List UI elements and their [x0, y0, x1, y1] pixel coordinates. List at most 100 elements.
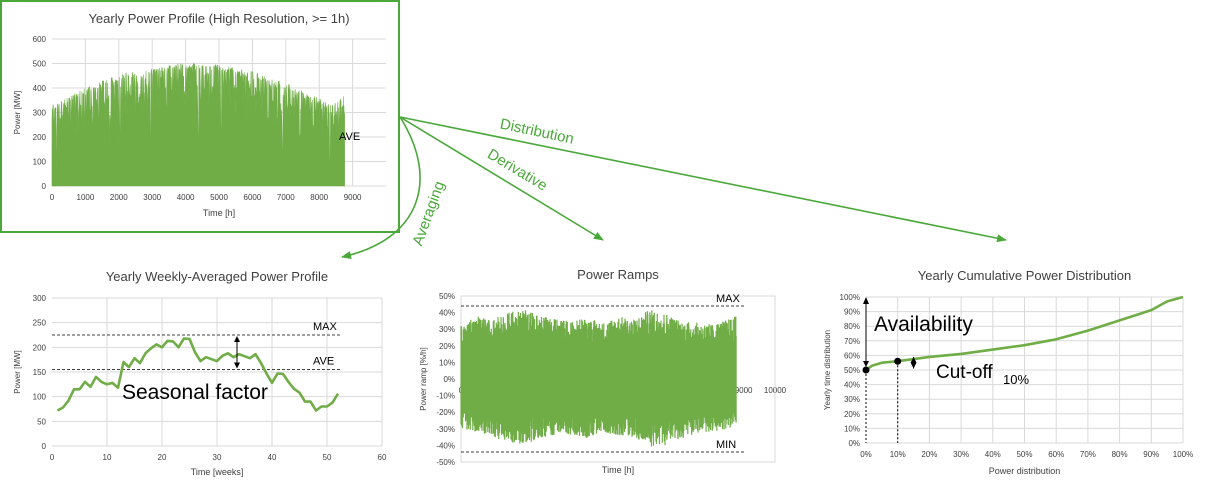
availability-marker [862, 366, 870, 374]
chart-title: Yearly Weekly-Averaged Power Profile [106, 269, 328, 284]
y-tick-label: 100 [33, 393, 47, 402]
x-axis-label: Power distribution [989, 466, 1061, 476]
x-tick-label: 70% [1080, 450, 1096, 459]
ramp-series [460, 310, 737, 447]
x-tick-label: 9000 [344, 193, 362, 202]
chart-weekly-averaged-profile: Yearly Weekly-Averaged Power Profile 0 50 1… [13, 269, 387, 477]
x-tick-label: 9000 [735, 386, 753, 395]
x-tick-label: 1000 [77, 193, 95, 202]
x-tick-label: 30% [953, 450, 969, 459]
y-tick-label: 300 [33, 109, 47, 118]
y-tick-label: 60% [844, 351, 860, 360]
y-tick-label: 90% [844, 308, 860, 317]
x-tick-label: 60% [1048, 450, 1064, 459]
y-tick-label: 250 [33, 319, 47, 328]
label-ave: AVE [313, 356, 334, 368]
availability-arrow-head-down [863, 361, 869, 367]
x-tick-label: 90% [1143, 450, 1159, 459]
x-tick-label: 5000 [210, 193, 228, 202]
label-cutoff: Cut-off [936, 362, 993, 383]
x-axis-label: Time [weeks] [191, 467, 244, 477]
x-axis-label: Time [h] [602, 465, 634, 475]
x-tick-label: 80% [1112, 450, 1128, 459]
cumulative-series-line [865, 295, 1184, 372]
y-axis-label: Power [MW] [13, 350, 22, 394]
y-tick-label: 300 [33, 294, 47, 303]
y-tick-label: 0 [42, 442, 47, 451]
chart-title: Yearly Cumulative Power Distribution [918, 268, 1131, 283]
y-tick-label: 10% [844, 424, 860, 433]
y-tick-label: 150 [33, 368, 47, 377]
chart-yearly-power-profile: Yearly Power Profile (High Resolution, >… [13, 11, 386, 218]
x-tick-label: 40% [985, 450, 1001, 459]
connector-arrows: Distribution Derivative Averaging [341, 115, 1007, 259]
availability-arrow-head-up [863, 297, 869, 304]
y-tick-label: 100 [33, 158, 47, 167]
weekly-series-line [56, 337, 340, 412]
x-tick-label: 6000 [244, 193, 262, 202]
x-tick-label: 20 [158, 453, 167, 462]
y-tick-label: 30% [844, 395, 860, 404]
chart-title: Yearly Power Profile (High Resolution, >… [88, 11, 349, 26]
seasonal-arrow-head-up [234, 336, 240, 342]
y-tick-label: 0% [848, 439, 860, 448]
y-tick-label: 0% [443, 375, 455, 384]
label-max: MAX [716, 293, 741, 305]
x-tick-label: 0% [860, 450, 872, 459]
y-tick-label: 50 [37, 417, 46, 426]
x-tick-label: 10 [103, 453, 112, 462]
y-tick-label: 0 [42, 182, 47, 191]
x-tick-label: 50 [323, 453, 332, 462]
cutoff-marker [894, 357, 902, 365]
seasonal-arrow-head-down [234, 362, 240, 369]
arrow-derivative [399, 116, 604, 241]
chart-power-ramps: Power Ramps -50% -40% -30% -20% -10% 0% 10% 20% 3… [419, 267, 787, 475]
x-axis-label: Time [h] [203, 208, 235, 218]
y-tick-label: 40% [439, 309, 455, 318]
y-tick-label: -50% [436, 458, 455, 467]
x-tick-label: 50% [1016, 450, 1032, 459]
label-max: MAX [313, 321, 338, 333]
y-tick-label: 500 [33, 60, 47, 69]
y-tick-label: 200 [33, 133, 47, 142]
x-tick-label: 0 [50, 193, 55, 202]
cutoff-arrow-head-up [910, 356, 917, 363]
x-tick-label: 0 [50, 453, 55, 462]
x-tick-label: 3000 [143, 193, 161, 202]
y-tick-label: 100% [840, 293, 860, 302]
label-cutoff-subscript: 10% [1003, 372, 1029, 387]
cutoff-arrow-head-down [910, 362, 917, 369]
y-tick-label: 50% [439, 292, 455, 301]
y-tick-label: -10% [436, 392, 455, 401]
y-axis-label: Power [MW] [13, 91, 22, 135]
y-tick-label: 200 [33, 343, 47, 352]
y-tick-label: -30% [436, 425, 455, 434]
y-tick-label: -20% [436, 408, 455, 417]
x-tick-label: 30 [213, 453, 222, 462]
y-tick-label: 20% [439, 342, 455, 351]
y-tick-label: 10% [439, 358, 455, 367]
arrow-distribution [399, 116, 1007, 243]
x-tick-label: 8000 [310, 193, 328, 202]
y-tick-label: -40% [436, 441, 455, 450]
y-tick-label: 600 [33, 35, 47, 44]
y-tick-label: 400 [33, 84, 47, 93]
x-tick-label: 60 [378, 453, 387, 462]
chart-cumulative-distribution: Yearly Cumulative Power Distribution 0% 10… [823, 268, 1193, 476]
label-seasonal-factor: Seasonal factor [122, 381, 268, 404]
x-tick-label: 2000 [110, 193, 128, 202]
arrow-averaging [341, 116, 421, 259]
y-tick-label: 40% [844, 381, 860, 390]
power-area-series [51, 62, 345, 187]
x-tick-label: 20% [921, 450, 937, 459]
y-tick-label: 50% [844, 366, 860, 375]
y-axis-label: Yearly time distribution [823, 330, 832, 410]
x-tick-label: 4000 [177, 193, 195, 202]
x-tick-label: 10% [890, 450, 906, 459]
arrow-label-distribution: Distribution [498, 115, 575, 147]
chart-title: Power Ramps [577, 267, 659, 282]
y-tick-label: 30% [439, 325, 455, 334]
y-axis-label: Power ramp [%/h] [419, 347, 428, 411]
x-tick-label: 100% [1173, 450, 1193, 459]
